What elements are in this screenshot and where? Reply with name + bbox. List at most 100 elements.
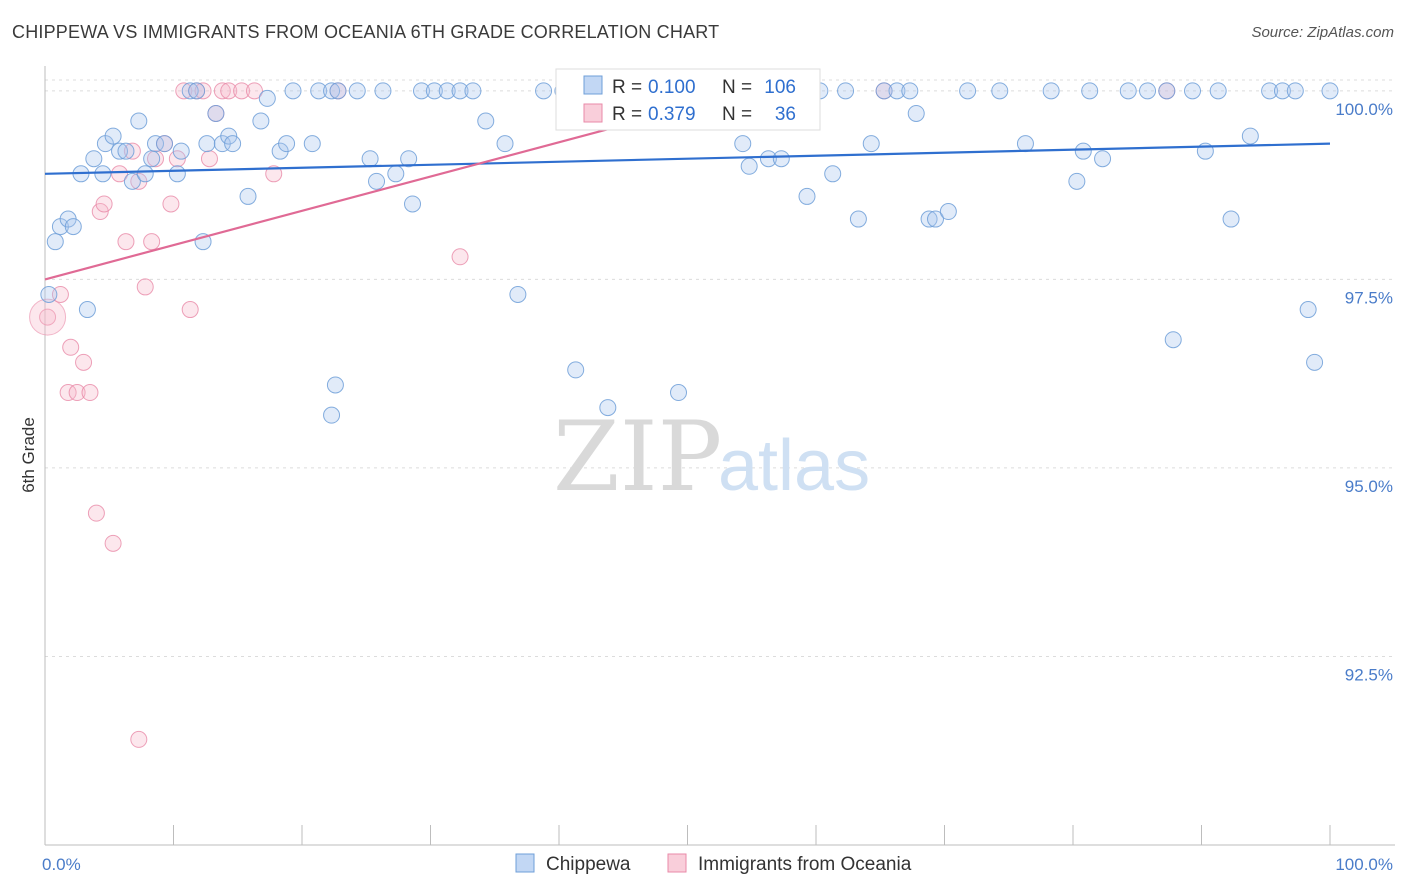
chippewa-point [927, 210, 945, 228]
chippewa-point [567, 361, 585, 379]
legend-swatch-chippewa [583, 75, 603, 95]
chippewa-point [1321, 82, 1339, 100]
y-tick-label: 97.5% [1345, 288, 1393, 307]
oceania-point [265, 165, 283, 183]
chippewa-point [168, 165, 186, 183]
chippewa-point [1158, 82, 1176, 100]
chippewa-trend-line [44, 142, 1331, 175]
chippewa-point [599, 399, 617, 417]
chippewa-point [278, 135, 296, 153]
chippewa-point [387, 165, 405, 183]
oceania-point [81, 384, 99, 402]
oceania-point [87, 504, 105, 522]
watermark: ZIP atlas [553, 401, 870, 513]
bottom-legend-label-chippewa: Chippewa [546, 854, 631, 875]
chippewa-point [224, 135, 242, 153]
chippewa-point [901, 82, 919, 100]
chippewa-point [368, 172, 386, 190]
chippewa-point [130, 112, 148, 130]
chippewa-point [1286, 82, 1304, 100]
oceania-point-large [29, 298, 67, 336]
chippewa-point [1209, 82, 1227, 100]
oceania-point [162, 195, 180, 213]
y-tick-label: 100.0% [1335, 100, 1393, 119]
chippewa-point [207, 104, 225, 122]
axes [44, 66, 1395, 846]
chippewa-point [759, 150, 777, 168]
chippewa-point [40, 285, 58, 303]
chippewa-point [670, 384, 688, 402]
chippewa-point [798, 187, 816, 205]
chippewa-point [252, 112, 270, 130]
chippewa-point [156, 135, 174, 153]
chippewa-point [1184, 82, 1202, 100]
y-axis-label: 6th Grade [19, 417, 38, 493]
oceania-point [39, 308, 57, 326]
oceania-point [136, 278, 154, 296]
chippewa-point [188, 82, 206, 100]
oceania-point [220, 82, 238, 100]
chippewa-point [920, 210, 938, 228]
chippewa-point [1119, 82, 1137, 100]
chippewa-point [413, 82, 431, 100]
chart-source: Source: ZipAtlas.com [1251, 24, 1394, 41]
chippewa-point [734, 135, 752, 153]
chippewa-point [361, 150, 379, 168]
chippewa-point [907, 104, 925, 122]
oceania-point [68, 384, 86, 402]
chippewa-point [172, 142, 190, 160]
chippewa-point [323, 406, 341, 424]
oceania-point [123, 142, 141, 160]
chippewa-point [991, 82, 1009, 100]
chippewa-point [1068, 172, 1086, 190]
oceania-point [181, 301, 199, 319]
chippewa-point [78, 301, 96, 319]
x-tick-label: 100.0% [1335, 855, 1393, 874]
oceania-point [111, 165, 129, 183]
chippewa-point [1164, 331, 1182, 349]
chippewa-point [509, 285, 527, 303]
chippewa-point [348, 82, 366, 100]
chippewa-point [1081, 82, 1099, 100]
chippewa-point [1074, 142, 1092, 160]
chippewa-point [404, 195, 422, 213]
oceania-point [75, 353, 93, 371]
chippewa-point [239, 187, 257, 205]
chippewa-point [85, 150, 103, 168]
bottom-legend-label-oceania: Immigrants from Oceania [698, 854, 912, 875]
legend-r-label-oceania: R = [612, 104, 642, 125]
y-tick-label: 95.0% [1345, 477, 1393, 496]
legend-n-value-chippewa: 106 [764, 77, 796, 98]
chippewa-point [425, 82, 443, 100]
chippewa-point [824, 165, 842, 183]
chippewa-point [1299, 301, 1317, 319]
legend-r-value-chippewa: 0.100 [648, 77, 696, 98]
chippewa-point [772, 150, 790, 168]
oceania-point [51, 285, 69, 303]
bottom-legend: Chippewa Immigrants from Oceania [515, 853, 912, 875]
chippewa-point [94, 165, 112, 183]
oceania-point [233, 82, 251, 100]
oceania-point [451, 248, 469, 266]
chippewa-point [535, 82, 553, 100]
oceania-point [95, 195, 113, 213]
chippewa-point [64, 218, 82, 236]
chippewa-point [477, 112, 495, 130]
chippewa-point [46, 233, 64, 251]
oceania-point [194, 82, 212, 100]
chippewa-point [310, 82, 328, 100]
oceania-point [143, 233, 161, 251]
chippewa-point [939, 203, 957, 221]
chippewa-point [374, 82, 392, 100]
chippewa-point [104, 127, 122, 145]
series-chippewa-points [40, 82, 1339, 424]
chippewa-point [323, 82, 341, 100]
oceania-point [117, 233, 135, 251]
grid-lines [45, 79, 1395, 657]
chippewa-point [496, 135, 514, 153]
oceania-point [104, 534, 122, 552]
chippewa-point [862, 135, 880, 153]
chippewa-point [1139, 82, 1157, 100]
legend-n-value-oceania: 36 [775, 104, 796, 125]
